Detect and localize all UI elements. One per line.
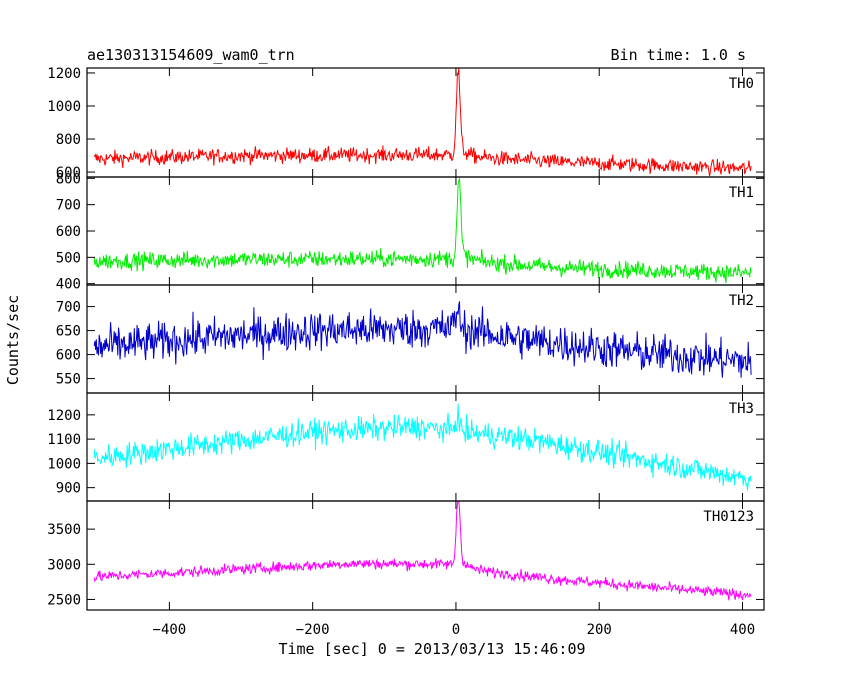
y-tick-label: 3000 (47, 557, 81, 573)
x-tick-label: 0 (452, 622, 460, 638)
y-tick-label: 800 (56, 132, 81, 148)
x-axis-label: Time [sec] 0 = 2013/03/13 15:46:09 (278, 640, 585, 658)
y-tick-label: 500 (56, 250, 81, 266)
panel-label: TH3 (729, 401, 754, 417)
x-tick-label: −400 (153, 622, 187, 638)
panel-th2: 550 600 650 700 TH2 (56, 284, 765, 394)
y-tick-label: 1000 (47, 456, 81, 472)
y-tick-label: 2500 (47, 592, 81, 608)
series-line-th0123 (93, 500, 752, 601)
panel-label: TH0123 (703, 509, 754, 525)
y-tick-label: 600 (56, 348, 81, 364)
panel-th1: 400 500 600 700 800 TH1 (56, 171, 765, 293)
chart-title-left: ae130313154609_wam0_trn (87, 46, 295, 64)
panel-label: TH0 (729, 76, 754, 92)
x-tick-label: −200 (296, 622, 330, 638)
y-tick-label: 650 (56, 324, 81, 340)
panel-th0123: 2500 3000 3500 TH0123 (47, 500, 765, 611)
chart-title-right: Bin time: 1.0 s (611, 46, 746, 64)
y-tick-label: 900 (56, 481, 81, 497)
series-line-th2 (93, 301, 752, 378)
y-tick-label: 1200 (47, 408, 81, 424)
y-tick-label: 550 (56, 372, 81, 388)
panel-th0: 600 800 1000 1200 TH0 (47, 66, 765, 181)
y-tick-label: 600 (56, 165, 81, 181)
y-tick-label: 3500 (47, 522, 81, 538)
y-tick-label: 1200 (47, 66, 81, 82)
series-line-th3 (93, 403, 752, 491)
y-tick-label: 1000 (47, 99, 81, 115)
x-tick-label: 400 (730, 622, 755, 638)
series-line-th1 (93, 178, 752, 283)
panels: 60080010001200TH0400500600700800TH155060… (47, 66, 765, 638)
x-tick-label: 200 (587, 622, 612, 638)
y-tick-label: 600 (56, 224, 81, 240)
y-tick-label: 1100 (47, 432, 81, 448)
panel-label: TH2 (729, 293, 754, 309)
y-tick-label: 400 (56, 277, 81, 293)
panel-label: TH1 (729, 185, 754, 201)
panel-th3: 900 1000 1100 1200 TH3 (47, 392, 765, 502)
y-tick-label: 700 (56, 198, 81, 214)
y-axis-label: Counts/sec (4, 295, 22, 385)
y-tick-label: 700 (56, 300, 81, 316)
y-tick-label: 800 (56, 171, 81, 187)
series-line-th0 (93, 68, 752, 177)
panel-frame (86, 500, 765, 611)
